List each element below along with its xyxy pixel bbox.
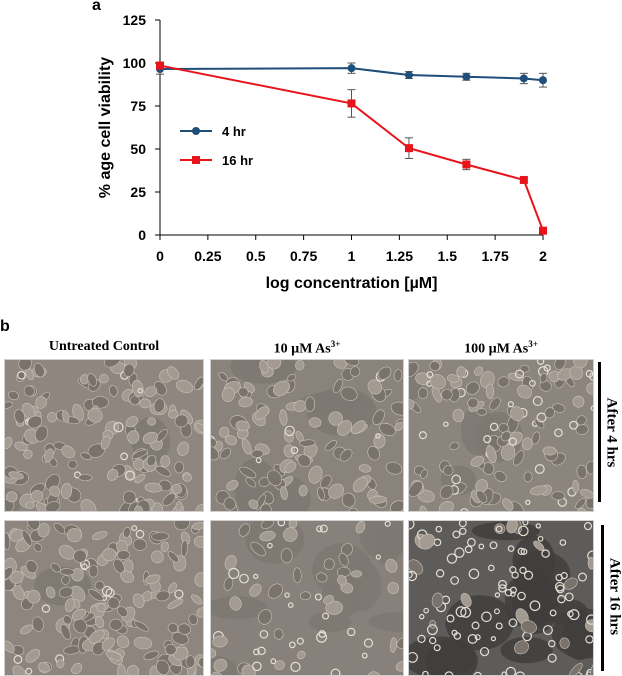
- micrograph-100uM-4hr: [408, 359, 594, 512]
- series-line: [159, 64, 544, 232]
- x-tick-label: 1.75: [482, 248, 509, 264]
- data-point: [519, 74, 528, 83]
- legend-marker: [192, 156, 200, 164]
- column-label-10uM: 10 µM As3+: [273, 339, 341, 357]
- y-tick-label: 100: [123, 55, 147, 71]
- y-tick-label: 125: [123, 12, 147, 28]
- micrograph-10uM-16hr: [210, 520, 404, 676]
- x-tick-label: 1.5: [438, 248, 458, 264]
- viability-line-chart: 0 25 50 75 100 125 0 0.25 0.5 0.75 1 1.25 1.5 1.75 2 lo…: [97, 12, 547, 292]
- x-tick-label: 2: [539, 248, 547, 264]
- x-tick-label: 1: [348, 248, 356, 264]
- data-point: [519, 175, 528, 184]
- data-point: [156, 61, 164, 70]
- row-bar-4hr: [598, 362, 601, 502]
- chart-legend: 4 hr 16 hr: [180, 124, 253, 168]
- micrograph-control-4hr: [4, 359, 204, 512]
- x-tick-label: 1.25: [386, 248, 413, 264]
- data-point: [347, 99, 356, 108]
- data-point: [347, 64, 356, 73]
- x-tick-label: 0: [156, 248, 164, 264]
- data-point: [462, 72, 471, 81]
- y-tick-label: 25: [130, 184, 146, 200]
- x-tick-label: 0.75: [290, 248, 317, 264]
- row-label-16hr: After 16 hrs: [606, 557, 622, 636]
- x-tick-label: 0.25: [194, 248, 221, 264]
- row-label-4hr: After 4 hrs: [603, 397, 620, 468]
- data-point: [404, 144, 413, 153]
- legend-label: 4 hr: [222, 124, 246, 139]
- panel-label-a: a: [92, 0, 101, 14]
- column-label-control: Untreated Control: [48, 339, 160, 354]
- column-label-100uM: 100 µM As3+: [464, 339, 538, 357]
- micrograph-100uM-16hr: [408, 520, 594, 676]
- x-axis-label: log concentration [µM]: [266, 275, 438, 292]
- y-tick-label: 75: [130, 98, 146, 114]
- micrograph-10uM-4hr: [210, 359, 404, 512]
- data-point: [539, 76, 547, 85]
- y-axis-label: % age cell viability: [97, 57, 114, 199]
- data-point: [462, 160, 471, 169]
- chart-marks: [156, 61, 547, 235]
- row-bar-16hr: [601, 525, 604, 671]
- chart-axes: 0 25 50 75 100 125 0 0.25 0.5 0.75 1 1.25 1.5 1.75 2 lo…: [97, 12, 547, 292]
- data-point: [539, 226, 547, 235]
- y-tick-label: 50: [130, 141, 146, 157]
- y-tick-label: 0: [138, 227, 146, 243]
- panel-label-b: b: [0, 318, 10, 335]
- legend-label: 16 hr: [222, 153, 253, 168]
- x-tick-label: 0.5: [246, 248, 266, 264]
- legend-marker: [192, 127, 200, 135]
- micrograph-control-16hr: [4, 520, 204, 676]
- data-point: [404, 71, 413, 80]
